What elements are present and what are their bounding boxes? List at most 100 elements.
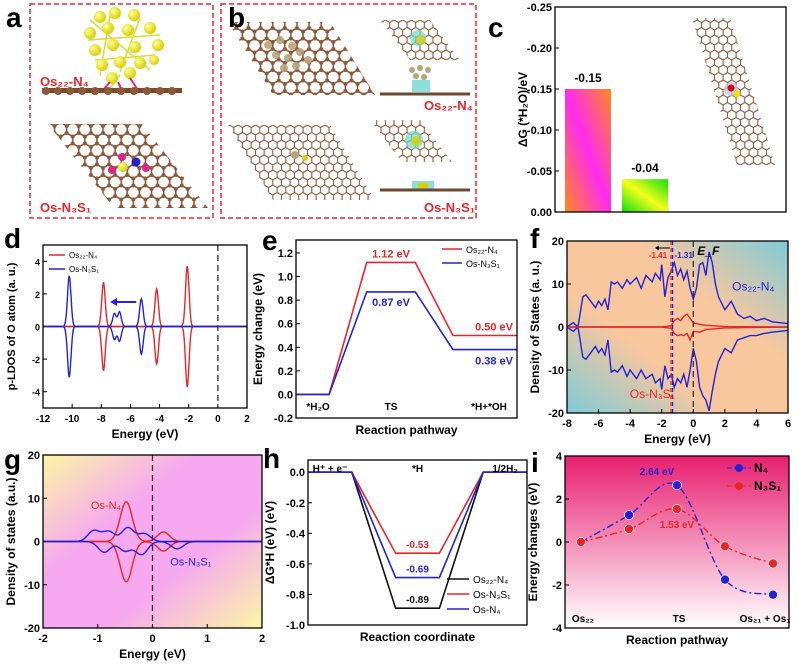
y-tick-label: 4 (35, 257, 40, 267)
x-tick-label: 0 (690, 418, 696, 430)
legend-label: Os-N₃S₁ (69, 265, 99, 274)
panel-letter-c: c (488, 12, 504, 43)
barrier-label: 1.12 eV (372, 248, 411, 260)
x-tick-label: -8 (97, 414, 106, 425)
series-group (566, 251, 789, 412)
legend-label: Os-N₃S₁ (473, 590, 511, 601)
y-tick-label: 0.6 (278, 319, 293, 331)
legend-marker (735, 464, 743, 472)
x-axis-label: Reaction coordinate (360, 630, 476, 644)
level-label: -0.69 (406, 565, 429, 576)
panel-letter-h: h (263, 443, 281, 474)
panel-letter-g: g (4, 444, 22, 475)
x-tick-label: -6 (126, 414, 135, 425)
y-tick-label: 0.4 (278, 342, 294, 354)
dos-curve-down (567, 326, 789, 342)
x-tick-label: -4 (625, 418, 636, 430)
y-tick-label: -0.25 (527, 2, 552, 14)
y-axis-label: p-LDOS of O atom (a. u.) (6, 262, 18, 390)
y-tick-label: 0.00 (531, 207, 552, 219)
y-tick-label: 0 (35, 323, 40, 333)
plot-frame (295, 239, 518, 419)
y-tick-label: 10 (28, 493, 40, 505)
energy-profile-line (308, 471, 527, 579)
category-label: TS (385, 402, 398, 413)
category-label: 1/2H₂ (492, 464, 518, 475)
y-tick-label: 0 (558, 322, 564, 334)
y-tick-label: 0.0 (290, 467, 305, 479)
x-axis-label: Energy (eV) (112, 427, 179, 441)
energy-profile-line (296, 291, 517, 396)
panel-letter-i: i (531, 447, 539, 478)
legend-label: Os₂₂-N₄ (473, 575, 508, 586)
category-label: *H+*OH (471, 402, 507, 413)
arrow-head-icon (110, 298, 118, 307)
level-label: -0.89 (406, 595, 429, 606)
x-tick-label: -1 (93, 633, 103, 645)
series-group (43, 266, 247, 387)
panel-letter-f: f (530, 223, 540, 254)
plot-frame (554, 6, 787, 213)
plot-frame (307, 459, 528, 626)
energy-curve (580, 508, 774, 565)
structure-label-os22-n4-b: Os₂₂-N₄ (424, 98, 473, 113)
x-tick-label: 2 (722, 418, 728, 430)
chart-i: -4 -2 0 2 4 Reaction pathway Energy changes (e… (526, 451, 790, 647)
y-tick-label: -2 (32, 355, 40, 365)
category-label: *H (412, 464, 423, 475)
bar (622, 179, 668, 212)
x-tick-label: 6 (785, 418, 791, 430)
y-tick-label: -0.8 (286, 589, 305, 601)
level-label: -0.53 (406, 540, 429, 551)
bar (565, 89, 611, 212)
x-tick-label: 2 (244, 414, 250, 425)
y-tick-label: 20 (552, 236, 564, 248)
c-inset-structure (692, 18, 775, 165)
y-axis-label: ΔG (*H₂O)/eV (516, 72, 530, 147)
series-label: Os₂₂-N₄ (732, 279, 774, 293)
series-group (296, 261, 517, 396)
panel-letter-e: e (262, 225, 278, 256)
data-point (576, 537, 586, 547)
y-tick-label: -0.6 (286, 559, 305, 571)
barrier-label: 0.87 eV (372, 297, 411, 309)
y-tick-label: -0.4 (286, 528, 306, 540)
legend-label: Os₂₂-N₄ (69, 251, 97, 260)
panel-b-frame (220, 3, 477, 219)
dos-curve-peaks_down (43, 325, 247, 378)
chart-c: 0.00 -0.05 -0.10 -0.15 -0.20 -0.25 ΔG (*H₂O)/e… (516, 2, 787, 219)
os22-n4-side-view (42, 7, 182, 95)
y-tick-label: 0.8 (278, 295, 293, 307)
structure-label-os22-n4-a: Os₂₂-N₄ (40, 74, 89, 89)
y-tick-label: 4 (556, 451, 563, 463)
data-point (672, 480, 682, 491)
x-axis-label: Reaction pathway (355, 423, 457, 437)
y-tick-label: -0.15 (527, 84, 552, 96)
x-axis-label: Energy (eV) (644, 432, 711, 446)
y-tick-label: 1.2 (278, 248, 293, 260)
fermi-level-label: E_F (697, 244, 720, 258)
os-n3s1-top-view (48, 124, 208, 208)
y-tick-label: -0.20 (527, 43, 552, 55)
y-tick-label: -10 (548, 365, 564, 377)
data-point (768, 558, 778, 569)
peak-label: 1.53 eV (660, 520, 695, 531)
data-point (624, 510, 634, 520)
category-label: Os₂₁ + Os₁ (740, 614, 791, 625)
energy-label: 0.38 eV (475, 356, 514, 368)
legend-marker (735, 482, 743, 490)
dos-curve-up (566, 251, 789, 329)
x-tick-label: 4 (753, 418, 760, 430)
y-axis-label: Energy changes (eV) (526, 483, 540, 602)
y-axis-label: Density of States (a. u.) (528, 261, 542, 394)
category-label: *H₂O (306, 402, 330, 413)
y-tick-label: -10 (24, 580, 40, 592)
x-tick-label: -2 (657, 418, 667, 430)
x-tick-label: -10 (65, 414, 80, 425)
series-label: Os-N₃S₁ (170, 556, 211, 568)
plot-frame (42, 244, 248, 409)
dos-curve-down (566, 325, 789, 412)
y-tick-label: -2 (552, 580, 562, 592)
x-tick-label: -4 (155, 414, 164, 425)
